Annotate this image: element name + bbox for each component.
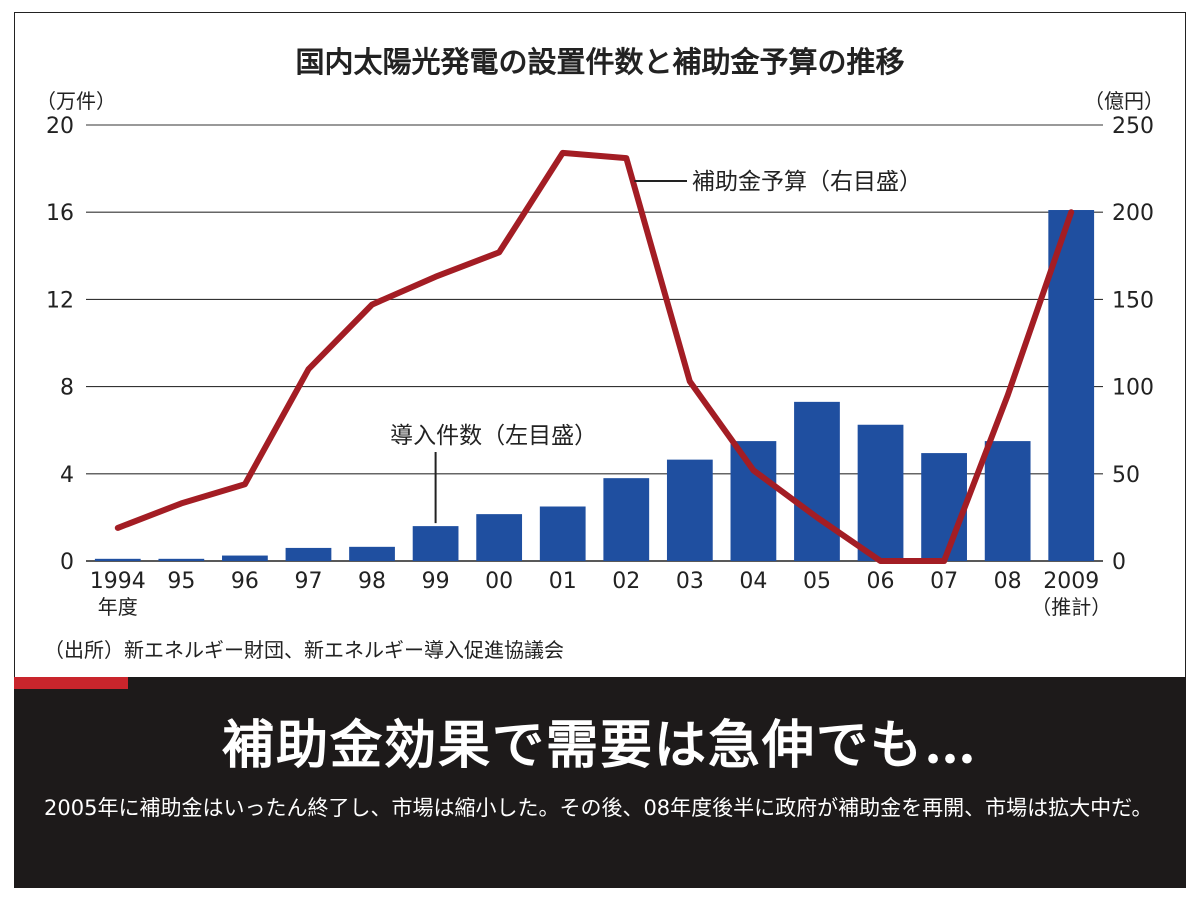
series-labels: 導入件数（左目盛） 補助金予算（右目盛） [390,169,922,524]
line-point [1006,393,1010,397]
left-tick-label: 4 [60,463,74,488]
footer-headline: 補助金効果で需要は急伸でも… [221,715,978,776]
bar [285,547,332,561]
left-tick-label: 16 [46,201,74,226]
bar-series-label: 導入件数（左目盛） [390,423,597,449]
bar [222,555,268,561]
left-axis-unit: （万件） [36,89,116,113]
bar [94,558,141,561]
bar [857,424,904,561]
budget-line [114,149,1075,564]
x-tick-label: 07 [930,569,958,594]
x-tick-label: 08 [994,569,1022,594]
left-tick-label: 0 [60,550,74,575]
right-tick-label: 200 [1112,201,1154,226]
line-point [1069,210,1073,214]
x-tick-label: 97 [294,569,322,594]
source-note: （出所）新エネルギー財団、新エネルギー導入促進協議会 [44,638,564,662]
right-tick-label: 0 [1112,550,1126,575]
line-point [116,526,120,530]
bar [666,459,713,561]
right-tick-label: 100 [1112,376,1154,401]
line-point [243,482,247,486]
bar [730,441,777,561]
bar [349,546,395,561]
chart: 国内太陽光発電の設置件数と補助金予算の推移 （万件） （億円） 04812162… [36,45,1164,619]
chart-title: 国内太陽光発電の設置件数と補助金予算の推移 [295,45,904,79]
line-point [561,151,565,155]
line-point [879,559,883,563]
x-tick-label: 05 [803,569,831,594]
x-tick-sublabel: 年度 [98,595,138,619]
x-tick-sublabel: （推計） [1031,595,1111,619]
right-tick-label: 250 [1112,114,1154,139]
line-series-label: 補助金予算（右目盛） [692,169,922,195]
line-point [306,367,310,371]
bar [476,514,523,561]
line-point [434,275,438,279]
x-tick-label: 04 [739,569,767,594]
x-tick-label: 95 [167,569,195,594]
x-tick-label: 06 [867,569,895,594]
right-tick-label: 150 [1112,288,1154,313]
x-tick-label: 01 [549,569,577,594]
line-point [370,303,374,307]
bar [1048,210,1095,561]
bar [158,558,205,561]
bar [921,453,967,561]
footer-panel: 補助金効果で需要は急伸でも… 2005年に補助金はいったん終了し、市場は縮小した… [14,677,1186,888]
x-tick-label: 03 [676,569,704,594]
line-point [688,379,692,383]
bar [794,401,840,561]
left-tick-label: 20 [46,114,74,139]
left-tick-label: 12 [46,288,74,313]
line-point [815,515,819,519]
line-point [942,559,946,563]
line-point [497,250,501,254]
footer-accent-bar [14,677,128,689]
bar [412,526,459,561]
x-tick-label: 98 [358,569,386,594]
x-tick-label: 02 [612,569,640,594]
bar [984,441,1031,561]
x-tick-label: 2009 [1043,569,1099,594]
bar [603,478,650,561]
left-tick-label: 8 [60,376,74,401]
x-tick-label: 96 [231,569,259,594]
bar [539,506,586,561]
x-tick-label: 00 [485,569,513,594]
line-point [751,468,755,472]
right-axis-unit: （億円） [1084,89,1164,113]
line-point [624,156,628,160]
line-series [114,149,1075,564]
bar-series [94,210,1095,561]
right-tick-label: 50 [1112,463,1140,488]
x-tick-label: 99 [422,569,450,594]
line-point [179,501,183,505]
x-tick-label: 1994 [90,569,146,594]
footer-caption: 2005年に補助金はいったん終了し、市場は縮小した。その後、08年度後半に政府が… [44,796,1153,820]
